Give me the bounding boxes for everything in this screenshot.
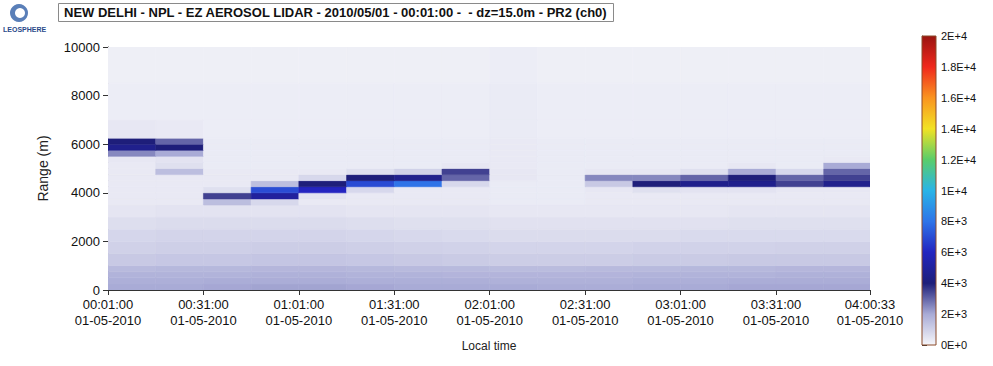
svg-text:01:01:00: 01:01:00 [274,297,325,312]
svg-text:Local time: Local time [462,339,517,353]
svg-text:10000: 10000 [64,40,100,55]
svg-text:1.4E+4: 1.4E+4 [941,123,976,135]
svg-text:2E+4: 2E+4 [941,30,967,42]
svg-text:01-05-2010: 01-05-2010 [552,313,619,328]
svg-text:2000: 2000 [71,234,100,249]
svg-text:1.2E+4: 1.2E+4 [941,154,976,166]
svg-text:03:01:00: 03:01:00 [655,297,706,312]
svg-text:6000: 6000 [71,137,100,152]
svg-text:01:31:00: 01:31:00 [369,297,420,312]
svg-text:LEOSPHERE: LEOSPHERE [3,26,47,33]
svg-text:NEW DELHI - NPL - EZ AEROSOL L: NEW DELHI - NPL - EZ AEROSOL LIDAR - 201… [64,5,607,20]
svg-text:8000: 8000 [71,88,100,103]
svg-text:1E+4: 1E+4 [941,185,967,197]
svg-text:04:00:33: 04:00:33 [845,297,896,312]
svg-text:01-05-2010: 01-05-2010 [75,313,142,328]
svg-text:02:01:00: 02:01:00 [464,297,515,312]
svg-text:00:01:00: 00:01:00 [83,297,134,312]
svg-text:Range (m): Range (m) [35,135,51,201]
svg-text:2E+3: 2E+3 [941,308,967,320]
svg-text:01-05-2010: 01-05-2010 [170,313,237,328]
svg-text:1.6E+4: 1.6E+4 [941,92,976,104]
svg-text:00:31:00: 00:31:00 [178,297,229,312]
svg-text:0E+0: 0E+0 [941,339,967,351]
svg-text:8E+3: 8E+3 [941,215,967,227]
svg-text:03:31:00: 03:31:00 [751,297,802,312]
svg-text:01-05-2010: 01-05-2010 [266,313,333,328]
svg-text:01-05-2010: 01-05-2010 [647,313,714,328]
svg-text:4000: 4000 [71,185,100,200]
svg-text:6E+3: 6E+3 [941,246,967,258]
svg-text:4E+3: 4E+3 [941,277,967,289]
svg-text:01-05-2010: 01-05-2010 [361,313,428,328]
svg-text:1.8E+4: 1.8E+4 [941,61,976,73]
svg-text:01-05-2010: 01-05-2010 [743,313,810,328]
svg-text:01-05-2010: 01-05-2010 [837,313,904,328]
svg-text:01-05-2010: 01-05-2010 [456,313,523,328]
svg-text:02:31:00: 02:31:00 [560,297,611,312]
svg-text:0: 0 [93,283,100,298]
